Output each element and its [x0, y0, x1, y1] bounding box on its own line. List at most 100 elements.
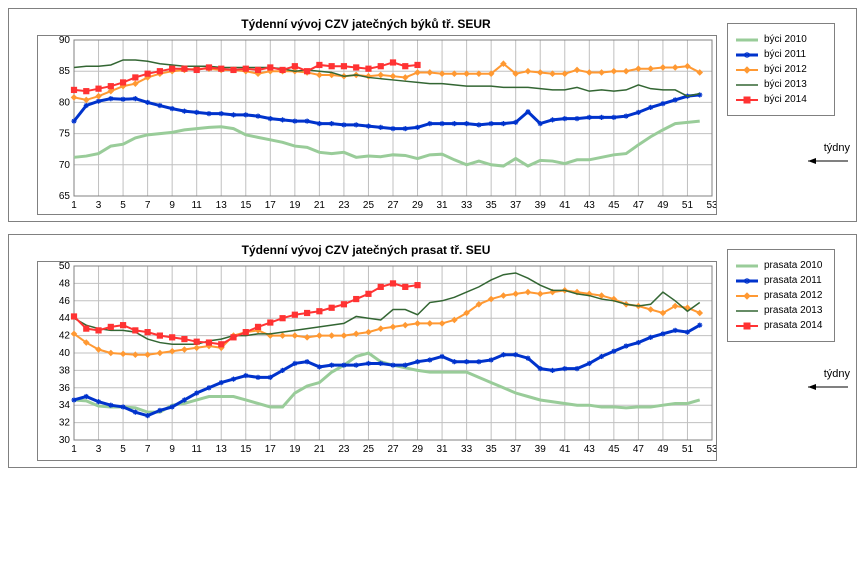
- svg-text:13: 13: [216, 444, 228, 455]
- svg-text:9: 9: [169, 200, 175, 211]
- svg-text:85: 85: [59, 66, 71, 77]
- svg-text:7: 7: [145, 444, 151, 455]
- svg-text:21: 21: [314, 200, 326, 211]
- svg-text:30: 30: [59, 435, 71, 446]
- svg-text:41: 41: [559, 444, 571, 455]
- chart2-plot-area: 3032343638404244464850135791113151719212…: [37, 261, 717, 461]
- legend-swatch: [736, 80, 758, 90]
- chart1-plot-area: 6570758085901357911131517192123252729313…: [37, 35, 717, 215]
- chart2-legend: prasata 2010 prasata 2011 prasata 2012 pras…: [727, 249, 835, 342]
- arrow-left-icon: [806, 156, 850, 166]
- svg-text:34: 34: [59, 400, 71, 411]
- svg-text:47: 47: [633, 200, 645, 211]
- svg-text:48: 48: [59, 278, 71, 289]
- svg-text:27: 27: [387, 200, 399, 211]
- chart-panel-1: Týdenní vývoj CZV jatečných býků tř. SEU…: [8, 8, 857, 222]
- svg-text:29: 29: [412, 444, 424, 455]
- svg-text:15: 15: [240, 444, 252, 455]
- legend-item: prasata 2011: [736, 275, 826, 286]
- legend-label: býci 2013: [764, 79, 807, 90]
- legend-swatch: [736, 276, 758, 286]
- legend-item: býci 2013: [736, 79, 826, 90]
- svg-text:25: 25: [363, 200, 375, 211]
- svg-text:35: 35: [486, 444, 498, 455]
- svg-text:36: 36: [59, 383, 71, 394]
- svg-text:5: 5: [120, 200, 126, 211]
- svg-text:80: 80: [59, 97, 71, 108]
- legend-swatch: [736, 50, 758, 60]
- svg-text:49: 49: [657, 444, 669, 455]
- svg-text:42: 42: [59, 331, 71, 342]
- legend-swatch: [736, 95, 758, 105]
- arrow-left-icon: [806, 382, 850, 392]
- svg-text:25: 25: [363, 444, 375, 455]
- legend-label: prasata 2011: [764, 275, 822, 286]
- svg-text:39: 39: [535, 444, 547, 455]
- svg-text:33: 33: [461, 200, 473, 211]
- svg-text:21: 21: [314, 444, 326, 455]
- svg-text:53: 53: [706, 444, 717, 455]
- svg-text:75: 75: [59, 129, 71, 140]
- legend-label: býci 2010: [764, 34, 807, 45]
- legend-label: býci 2011: [764, 49, 806, 60]
- svg-text:50: 50: [59, 262, 71, 272]
- svg-text:70: 70: [59, 160, 71, 171]
- legend-swatch: [736, 261, 758, 271]
- svg-text:5: 5: [120, 444, 126, 455]
- svg-text:23: 23: [338, 444, 350, 455]
- chart1-title: Týdenní vývoj CZV jatečných býků tř. SEU…: [15, 17, 717, 31]
- svg-text:90: 90: [59, 36, 71, 46]
- svg-text:39: 39: [535, 200, 547, 211]
- legend-item: býci 2011: [736, 49, 826, 60]
- svg-text:40: 40: [59, 348, 71, 359]
- svg-text:17: 17: [265, 444, 277, 455]
- svg-text:29: 29: [412, 200, 424, 211]
- svg-text:11: 11: [191, 444, 202, 455]
- svg-text:33: 33: [461, 444, 473, 455]
- svg-text:46: 46: [59, 296, 71, 307]
- svg-text:45: 45: [608, 444, 620, 455]
- svg-text:11: 11: [191, 200, 202, 211]
- svg-text:35: 35: [486, 200, 498, 211]
- legend-swatch: [736, 35, 758, 45]
- svg-text:15: 15: [240, 200, 252, 211]
- svg-text:43: 43: [584, 444, 596, 455]
- svg-text:43: 43: [584, 200, 596, 211]
- legend-item: býci 2014: [736, 94, 826, 105]
- legend-label: prasata 2013: [764, 305, 822, 316]
- svg-text:3: 3: [96, 444, 102, 455]
- legend-label: prasata 2014: [764, 320, 822, 331]
- legend-label: býci 2012: [764, 64, 807, 75]
- svg-text:31: 31: [437, 200, 449, 211]
- svg-text:37: 37: [510, 200, 522, 211]
- svg-text:45: 45: [608, 200, 620, 211]
- svg-text:7: 7: [145, 200, 151, 211]
- svg-text:1: 1: [71, 200, 77, 211]
- svg-text:32: 32: [59, 418, 71, 429]
- svg-text:47: 47: [633, 444, 645, 455]
- chart-panel-2: Týdenní vývoj CZV jatečných prasat tř. S…: [8, 234, 857, 468]
- legend-swatch: [736, 291, 758, 301]
- svg-text:1: 1: [71, 444, 77, 455]
- svg-text:37: 37: [510, 444, 522, 455]
- svg-text:49: 49: [657, 200, 669, 211]
- svg-text:31: 31: [437, 444, 449, 455]
- legend-swatch: [736, 65, 758, 75]
- svg-text:3: 3: [96, 200, 102, 211]
- chart2-title: Týdenní vývoj CZV jatečných prasat tř. S…: [15, 243, 717, 257]
- svg-text:51: 51: [682, 444, 694, 455]
- svg-text:9: 9: [169, 444, 175, 455]
- svg-text:53: 53: [706, 200, 717, 211]
- legend-label: prasata 2012: [764, 290, 822, 301]
- legend-item: býci 2012: [736, 64, 826, 75]
- svg-text:27: 27: [387, 444, 399, 455]
- chart1-x-axis-label: týdny: [824, 142, 850, 154]
- svg-text:23: 23: [338, 200, 350, 211]
- legend-label: prasata 2010: [764, 260, 822, 271]
- legend-item: prasata 2014: [736, 320, 826, 331]
- legend-swatch: [736, 306, 758, 316]
- legend-item: prasata 2010: [736, 260, 826, 271]
- svg-text:17: 17: [265, 200, 277, 211]
- chart1-legend: býci 2010 býci 2011 býci 2012 býci 2013 býci…: [727, 23, 835, 116]
- svg-text:13: 13: [216, 200, 228, 211]
